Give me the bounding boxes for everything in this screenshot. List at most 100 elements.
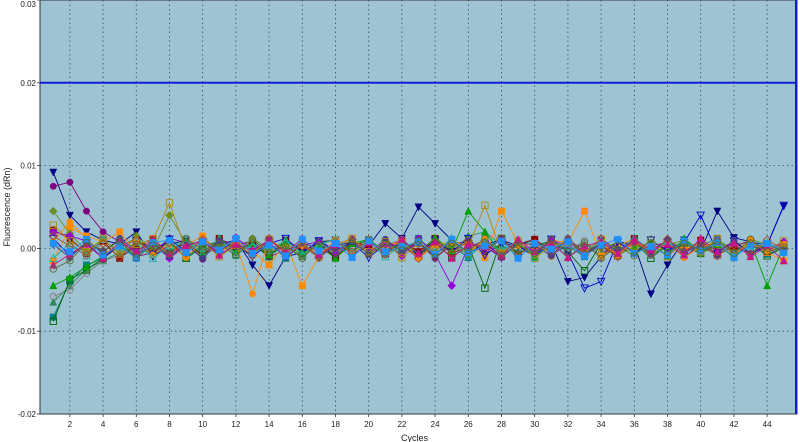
data-point	[132, 253, 140, 262]
data-point	[231, 239, 241, 249]
data-point	[629, 237, 639, 247]
data-point	[763, 281, 772, 290]
y-tick-label: 0.01	[20, 162, 36, 171]
data-point	[116, 228, 124, 236]
data-point	[265, 241, 273, 249]
data-point	[713, 207, 722, 216]
data-point	[431, 220, 440, 228]
data-point	[746, 235, 755, 243]
data-point	[116, 242, 124, 250]
data-point	[431, 253, 439, 262]
x-tick-label: 16	[298, 420, 307, 429]
data-point	[414, 203, 423, 212]
data-point	[747, 241, 754, 249]
data-point	[398, 253, 406, 262]
data-point	[215, 237, 223, 245]
data-point	[249, 249, 256, 257]
x-tick-label: 32	[563, 420, 572, 429]
x-tick-label: 6	[134, 420, 139, 429]
data-point	[581, 207, 588, 215]
data-point	[81, 250, 92, 260]
x-axis-ticks: 2 4 6 8 10 12 14 16 18 20 22 24 26 28 30 32 34 36 38 40 42 44	[68, 414, 772, 429]
data-point	[413, 253, 424, 263]
data-point	[248, 235, 257, 243]
data-point	[729, 240, 739, 250]
data-point	[149, 239, 157, 247]
data-point	[398, 246, 406, 254]
data-point	[265, 250, 274, 259]
data-point	[115, 252, 125, 263]
data-point	[497, 251, 506, 260]
x-tick-label: 10	[198, 420, 207, 429]
x-tick-label: 24	[431, 420, 440, 429]
data-point	[66, 286, 74, 294]
data-point	[497, 251, 506, 259]
data-point	[746, 252, 755, 261]
data-point	[448, 239, 456, 248]
data-point	[331, 248, 340, 256]
data-point	[182, 234, 190, 243]
data-point	[563, 253, 572, 261]
data-point	[165, 210, 174, 220]
data-point	[215, 246, 223, 254]
series-19	[49, 235, 788, 262]
data-point	[315, 247, 323, 255]
data-point	[381, 240, 389, 248]
data-point	[563, 241, 573, 251]
data-point	[547, 252, 555, 260]
data-point	[680, 239, 688, 248]
data-point	[232, 252, 240, 260]
x-tick-label: 42	[729, 420, 738, 429]
x-tick-label: 18	[331, 420, 340, 429]
data-point	[66, 248, 74, 256]
data-point	[680, 250, 689, 259]
data-point	[98, 234, 108, 243]
x-tick-label: 20	[364, 420, 373, 429]
x-tick-label: 44	[763, 420, 772, 429]
data-point	[281, 235, 291, 244]
data-point	[82, 238, 91, 247]
data-point	[381, 238, 389, 246]
series-20	[49, 234, 788, 273]
data-point	[581, 252, 588, 260]
x-tick-label: 38	[663, 420, 672, 429]
data-point	[779, 201, 789, 211]
data-point	[182, 249, 190, 256]
y-axis-ticks: -0.02 -0.01 0.00 0.01 0.02 0.03	[18, 0, 40, 419]
data-point	[265, 282, 274, 291]
data-point	[414, 249, 423, 257]
data-point	[481, 242, 489, 250]
data-point	[165, 250, 174, 258]
data-point	[348, 254, 356, 261]
data-point	[730, 249, 738, 258]
data-point	[49, 221, 57, 229]
data-point	[281, 234, 291, 244]
data-point	[448, 235, 456, 243]
data-point	[116, 237, 124, 245]
data-point	[49, 317, 57, 325]
data-point	[315, 238, 323, 246]
x-tick-label: 28	[497, 420, 506, 429]
data-point	[99, 251, 107, 259]
data-point	[397, 234, 406, 243]
data-point	[464, 247, 472, 255]
data-point	[780, 243, 788, 251]
y-tick-label: 0.00	[20, 244, 36, 253]
data-point	[65, 211, 74, 220]
data-point	[82, 262, 91, 271]
data-point	[614, 242, 622, 250]
data-point	[66, 218, 74, 226]
data-point	[49, 292, 57, 301]
data-point	[131, 236, 141, 246]
data-point	[663, 261, 672, 270]
data-point	[232, 235, 240, 242]
x-tick-label: 36	[630, 420, 639, 429]
data-point	[65, 273, 74, 281]
data-point	[646, 290, 655, 299]
x-tick-label: 40	[696, 420, 705, 429]
data-point	[49, 297, 58, 306]
data-point	[49, 281, 58, 290]
data-point	[730, 254, 738, 261]
data-point	[763, 239, 771, 247]
